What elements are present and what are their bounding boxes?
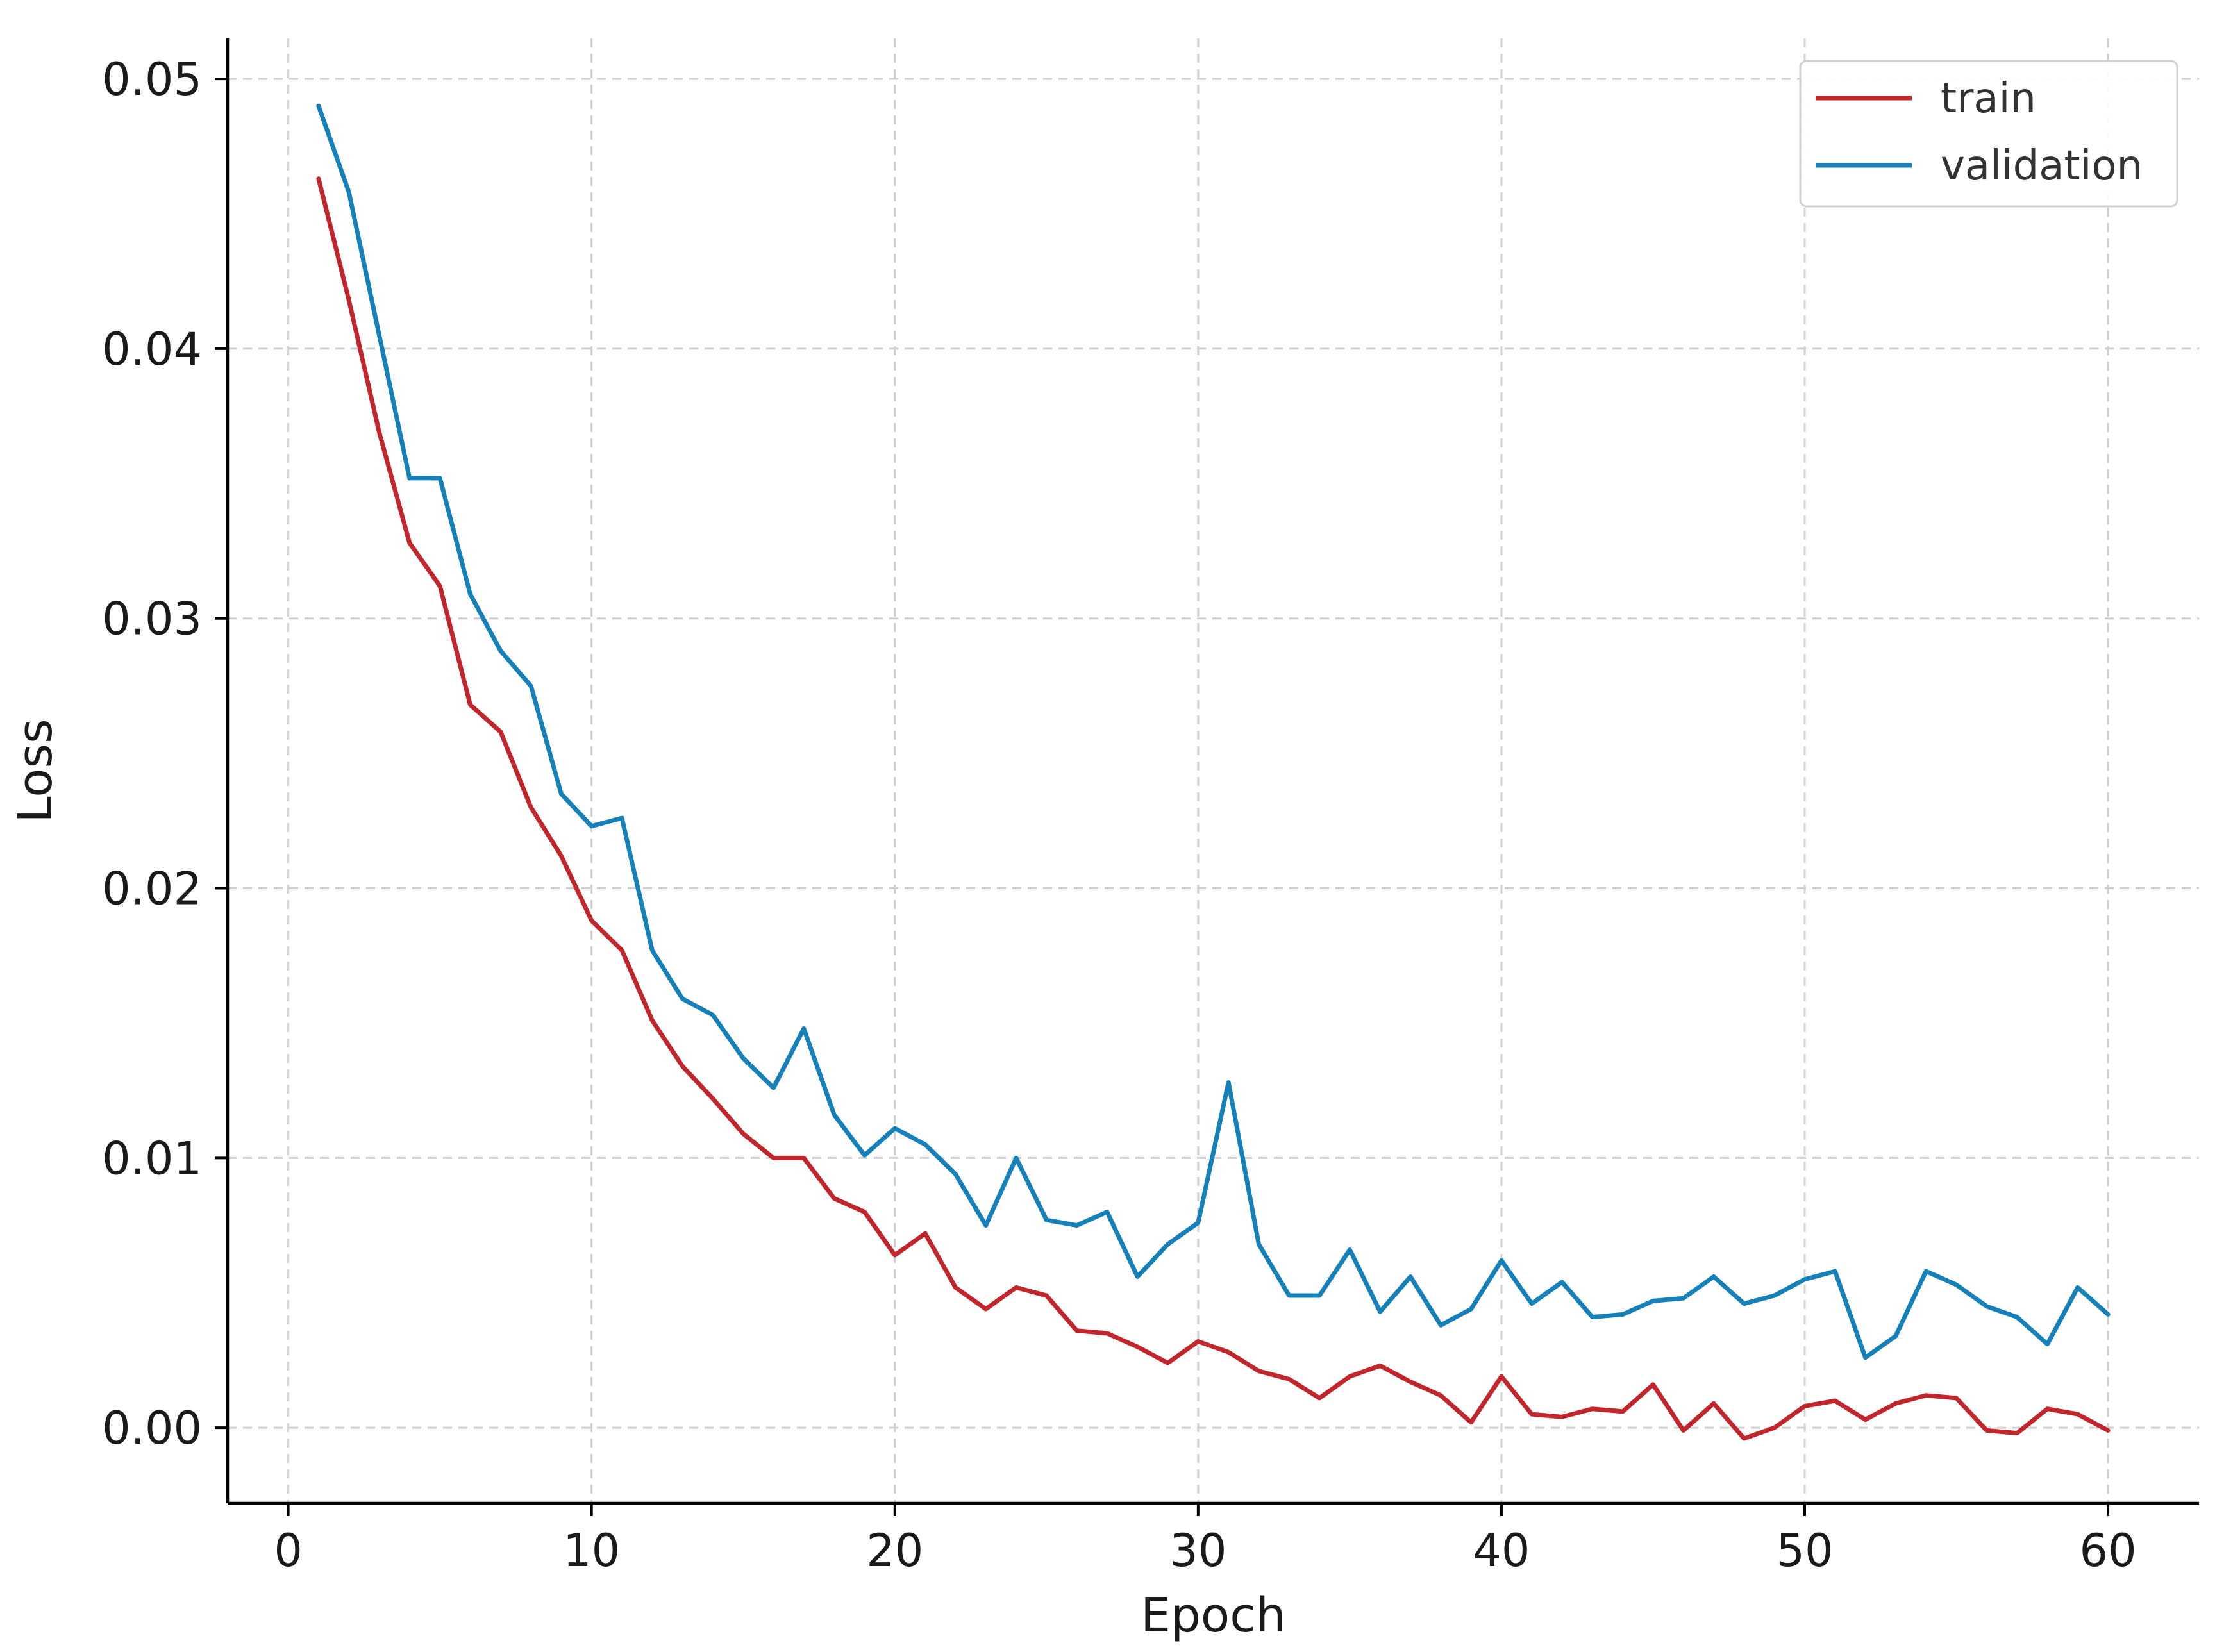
y-tick-label: 0.03: [102, 593, 202, 646]
y-tick-label: 0.05: [102, 53, 202, 106]
x-ticks: 0 10 20 30 40 50 60: [274, 1503, 2137, 1577]
x-tick-label: 60: [2080, 1524, 2137, 1577]
x-tick-label: 50: [1776, 1524, 1833, 1577]
y-tick-label: 0.01: [102, 1132, 202, 1185]
series-line-validation: [316, 103, 2111, 1360]
legend-label-train: train: [1941, 75, 2036, 122]
y-tick-label: 0.02: [102, 863, 202, 915]
axes: [226, 38, 2199, 1505]
grid: [228, 38, 2199, 1503]
y-tick-label: 0.04: [102, 323, 202, 376]
legend: train validation: [1799, 60, 2178, 208]
x-tick-label: 20: [866, 1524, 923, 1577]
x-tick-label: 40: [1473, 1524, 1530, 1577]
y-tick-label: 0.00: [102, 1402, 202, 1455]
x-tick-label: 0: [274, 1524, 303, 1577]
y-axis-title: Loss: [8, 719, 63, 822]
y-ticks: 0.00 0.01 0.02 0.03 0.04 0.05: [102, 53, 228, 1455]
x-tick-label: 30: [1169, 1524, 1226, 1577]
series-lines: [316, 103, 2111, 1441]
series-line-train: [316, 176, 2111, 1441]
x-axis-title: Epoch: [1141, 1588, 1286, 1643]
legend-label-validation: validation: [1941, 142, 2143, 190]
x-tick-label: 10: [563, 1524, 620, 1577]
